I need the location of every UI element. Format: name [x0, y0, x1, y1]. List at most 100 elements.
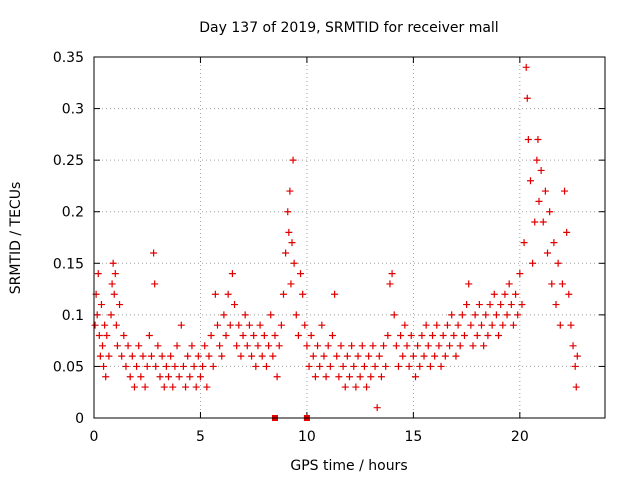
data-point [492, 311, 500, 319]
data-point [409, 352, 417, 360]
data-point [303, 342, 311, 350]
data-point [311, 373, 319, 381]
data-point [512, 290, 520, 298]
data-point [256, 321, 264, 329]
data-point [382, 362, 390, 370]
x-tick-label: 0 [90, 429, 99, 445]
y-tick-label: 0.1 [62, 308, 84, 324]
data-point [469, 342, 477, 350]
data-point [546, 208, 554, 216]
y-tick-label: 0 [75, 411, 84, 427]
data-point [567, 321, 575, 329]
data-point [228, 270, 236, 278]
data-point [367, 373, 375, 381]
y-tick-label: 0.15 [53, 256, 84, 272]
data-point [109, 259, 117, 267]
data-point [433, 321, 441, 329]
data-point [258, 352, 266, 360]
data-point [188, 342, 196, 350]
data-point [341, 383, 349, 391]
data-point [386, 280, 394, 288]
data-point [265, 342, 273, 350]
data-point [482, 311, 490, 319]
data-point [390, 311, 398, 319]
data-point [346, 373, 353, 381]
data-point [245, 321, 253, 329]
data-point [399, 352, 407, 360]
data-point [535, 197, 543, 205]
data-point [375, 352, 383, 360]
data-point [175, 373, 183, 381]
data-point [237, 352, 245, 360]
data-point [279, 290, 287, 298]
data-point [218, 352, 226, 360]
data-point [147, 352, 155, 360]
data-point [544, 249, 552, 257]
data-point [269, 352, 277, 360]
x-tick-label: 20 [511, 429, 529, 445]
data-point [207, 331, 215, 339]
data-point [458, 311, 466, 319]
data-point [299, 290, 307, 298]
data-point [394, 362, 402, 370]
data-point [162, 362, 170, 370]
data-point [529, 259, 537, 267]
tick-layer: 0 0.05 0.1 0.15 0.2 0.25 0.3 0.35 0 5 10 15 20 [53, 50, 605, 445]
data-point [388, 270, 396, 278]
data-point [171, 362, 179, 370]
data-point [514, 311, 522, 319]
data-point [107, 311, 115, 319]
data-point [424, 342, 432, 350]
data-point [465, 280, 473, 288]
data-point [165, 373, 173, 381]
data-point [108, 280, 116, 288]
data-point [569, 342, 577, 350]
data-point [484, 331, 492, 339]
data-point [126, 373, 134, 381]
data-point [133, 362, 141, 370]
data-point [226, 321, 234, 329]
data-point [495, 331, 503, 339]
data-point [497, 301, 505, 309]
data-point [222, 331, 230, 339]
data-point [499, 321, 507, 329]
data-point [239, 331, 247, 339]
data-point [290, 259, 298, 267]
data-point [194, 352, 202, 360]
data-point [337, 342, 345, 350]
data-point [460, 331, 468, 339]
data-point [297, 270, 305, 278]
data-point [350, 362, 358, 370]
data-point [426, 362, 434, 370]
data-point [437, 362, 445, 370]
data-point [243, 342, 251, 350]
x-axis-label: GPS time / hours [290, 458, 407, 474]
data-point [343, 352, 351, 360]
data-point [439, 331, 447, 339]
data-point [97, 301, 105, 309]
data-point [143, 362, 151, 370]
data-point [160, 383, 168, 391]
data-point [573, 352, 581, 360]
data-point [339, 362, 347, 370]
data-point [285, 228, 293, 236]
data-point [282, 249, 290, 257]
data-point [151, 280, 159, 288]
data-point [158, 352, 166, 360]
data-point [320, 352, 328, 360]
data-point [471, 311, 479, 319]
data-point [314, 342, 322, 350]
data-point [186, 373, 194, 381]
data-point [220, 311, 228, 319]
data-point [235, 321, 243, 329]
data-point [392, 342, 400, 350]
data-point [112, 321, 120, 329]
x-tick-label: 15 [404, 429, 422, 445]
data-point [93, 311, 101, 319]
data-point [184, 352, 192, 360]
data-point [201, 342, 209, 350]
data-point [135, 342, 143, 350]
data-point [448, 311, 456, 319]
y-tick-label: 0.05 [53, 359, 84, 375]
data-point [156, 373, 164, 381]
